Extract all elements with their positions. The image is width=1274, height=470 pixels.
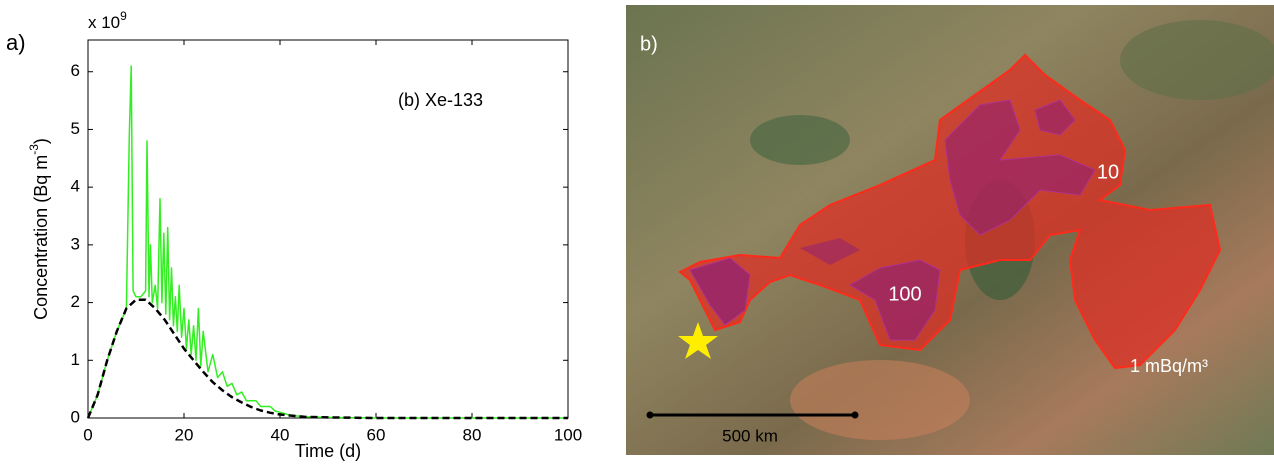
y-label-power: -3 [27,144,41,155]
multiplier-base: x 10 [88,13,120,32]
x-tick-label: 20 [175,425,194,444]
scale-bar-end [851,411,859,419]
series-line [86,298,568,420]
terrain-patch [790,360,970,440]
contour-label: 1 mBq/m³ [1130,356,1208,376]
y-label-close: ) [31,138,51,144]
y-tick-label: 2 [71,292,80,311]
x-tick-label: 60 [367,425,386,444]
y-tick-label: 1 [71,350,80,369]
x-tick-label: 80 [463,425,482,444]
y-tick-label: 0 [71,407,80,426]
plume-10 [944,99,1096,236]
plume-10 [1034,99,1076,136]
y-multiplier: x 109 [88,9,127,32]
plume-1 [678,53,1222,370]
terrain-patch [750,115,850,165]
contour-label: 10 [1097,161,1119,183]
chart-title: (b) Xe-133 [398,90,483,110]
plume-10 [800,238,860,265]
plume-100 [849,259,941,341]
map-panel: 500 km b) 10 100 1 mBq/m³ [626,5,1274,455]
series-line [87,65,568,419]
panel-label: a) [6,30,26,55]
scale-bar-end [646,411,654,419]
x-tick-label: 100 [554,425,582,444]
y-label-text: Concentration (Bq m [31,155,51,320]
plume-100 [689,257,751,326]
y-tick-label: 4 [71,177,80,196]
x-tick-label: 0 [83,425,92,444]
y-tick-label: 3 [71,234,80,253]
y-axis-label: Concentration (Bq m-3) [27,138,51,320]
contour-label: 100 [888,283,921,305]
y-tick-label: 5 [71,119,80,138]
scale-label: 500 km [722,426,778,445]
multiplier-power: 9 [120,9,127,23]
terrain-patch [1120,20,1274,100]
y-tick-label: 6 [71,61,80,80]
source-star [678,322,718,359]
panel-label: b) [640,33,658,55]
x-tick-label: 40 [271,425,290,444]
x-axis-label: Time (d) [295,441,361,461]
